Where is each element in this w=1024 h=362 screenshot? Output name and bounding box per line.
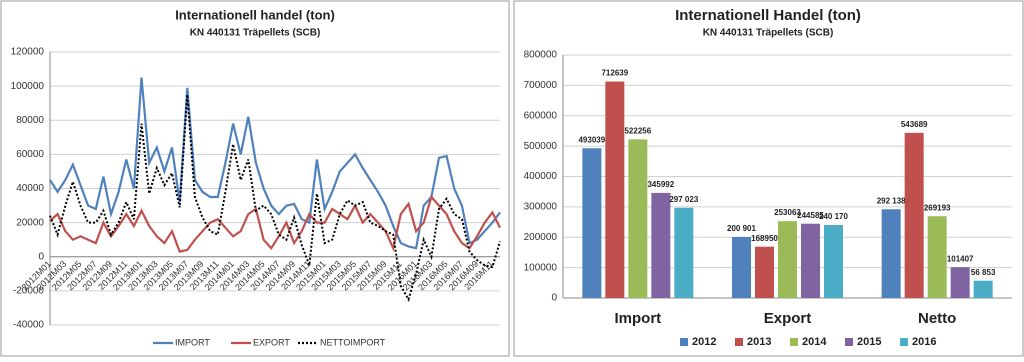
chart-title: Internationell Handel (ton)	[675, 7, 861, 24]
legend-label: NETTOIMPORT	[320, 337, 386, 347]
data-label: 345992	[647, 180, 674, 189]
legend-swatch	[845, 338, 853, 346]
data-label: 712639	[601, 69, 628, 78]
data-label: 244585	[797, 211, 824, 220]
data-label: 56 853	[971, 268, 996, 277]
y-tick-label: 100000	[11, 81, 45, 92]
y-tick-label: -20000	[13, 286, 45, 297]
bar	[755, 246, 774, 298]
y-tick-label: 20000	[16, 217, 44, 228]
y-tick-label: 100000	[524, 262, 558, 273]
bar	[904, 132, 924, 298]
series-line	[49, 194, 501, 253]
series-line	[49, 77, 501, 250]
data-label: 240 170	[819, 212, 848, 221]
bar	[950, 267, 970, 298]
chart-subtitle: KN 440131 Träpellets (SCB)	[703, 28, 834, 39]
legend-label: 2012	[692, 336, 716, 348]
y-tick-label: 200000	[524, 232, 558, 243]
legend-label: EXPORT	[253, 337, 290, 347]
y-tick-label: 0	[551, 293, 557, 304]
left-panel	[0, 0, 510, 357]
bar	[582, 148, 602, 298]
y-tick-label: 300000	[524, 202, 558, 213]
legend-label: 2014	[802, 336, 827, 348]
y-tick-label: 800000	[524, 50, 558, 61]
legend-label: IMPORT	[175, 337, 210, 347]
legend-label: 2015	[857, 336, 881, 348]
legend-label: 2016	[912, 336, 936, 348]
bar	[732, 236, 751, 298]
y-tick-label: 0	[38, 251, 44, 262]
bar	[778, 221, 797, 298]
bar	[973, 280, 993, 298]
x-tick-label: Netto	[918, 310, 956, 327]
y-tick-label: 60000	[16, 149, 44, 160]
data-label: 200 901	[727, 224, 756, 233]
bar	[927, 216, 947, 298]
y-tick-label: 40000	[16, 183, 44, 194]
x-tick-label: Export	[764, 310, 812, 327]
y-tick-label: 400000	[524, 171, 558, 182]
chart-subtitle: KN 440131 Träpellets (SCB)	[190, 28, 321, 39]
bar	[628, 139, 648, 298]
x-tick-label: Import	[614, 310, 661, 327]
y-tick-label: -40000	[13, 320, 45, 331]
chart-title: Internationell handel (ton)	[175, 7, 335, 22]
legend-label: 2013	[747, 336, 771, 348]
y-tick-label: 500000	[524, 141, 558, 152]
bar	[801, 223, 820, 298]
bar	[824, 225, 843, 298]
series-line	[49, 94, 501, 302]
bar	[605, 81, 625, 298]
data-label: 101407	[947, 254, 974, 263]
y-tick-label: 80000	[16, 115, 44, 126]
y-tick-label: 600000	[524, 110, 558, 121]
bar	[881, 209, 901, 298]
data-label: 168950	[751, 234, 778, 243]
y-tick-label: 120000	[11, 47, 45, 58]
data-label: 297 023	[669, 195, 698, 204]
data-label: 543689	[901, 120, 928, 129]
y-tick-label: 700000	[524, 80, 558, 91]
bar	[674, 207, 694, 298]
data-label: 269193	[924, 203, 951, 212]
data-label: 522256	[624, 126, 651, 135]
data-label: 292 138	[877, 196, 906, 205]
legend-swatch	[790, 338, 798, 346]
legend-swatch	[680, 338, 688, 346]
data-label: 493039	[578, 135, 605, 144]
bar	[651, 192, 671, 298]
legend-swatch	[900, 338, 908, 346]
legend-swatch	[735, 338, 743, 346]
data-label: 253063	[774, 208, 801, 217]
